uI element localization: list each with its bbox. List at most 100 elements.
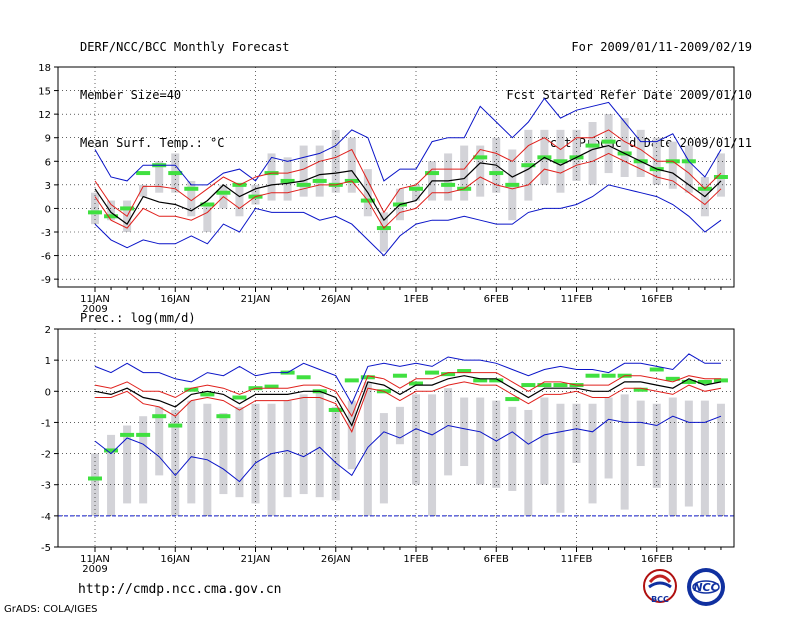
temperature-xtick-label: 11JAN (80, 294, 110, 305)
temperature-xtick-label: 6FEB (484, 294, 509, 305)
precip-max-member-line (94, 353, 721, 405)
precip-member-range-bar (235, 406, 244, 498)
precip-member-range-bar (347, 400, 356, 470)
ncc-logo: NCC (687, 568, 725, 606)
bcc-logo: BCC (643, 569, 677, 604)
precip-member-range-bar (428, 394, 437, 516)
precip-ytick-label: -5 (41, 543, 51, 554)
precip-member-range-bar (299, 394, 308, 495)
variable-label: Mean Surf. Temp.: °C (80, 136, 225, 150)
precip-xtick-label: 1FEB (403, 554, 428, 565)
temperature-member-range-bar (331, 129, 340, 193)
precip-member-range-bar (636, 400, 645, 467)
temperature-year-label: 2009 (82, 304, 107, 315)
precip-member-range-bar (604, 397, 613, 479)
precip-ytick-label: -1 (41, 418, 51, 429)
precip-ytick-label: 2 (45, 325, 51, 336)
precip-ensemble-mean-line (94, 375, 722, 427)
precip-frame (57, 328, 735, 548)
precip-ytick-label: 1 (45, 356, 51, 367)
temperature-member-range-bar (684, 145, 693, 193)
precip-member-range-bar (171, 409, 180, 516)
precip-xtick-label: 16JAN (160, 554, 190, 565)
precip-member-range-bar (588, 403, 597, 504)
precip-member-range-bar (620, 394, 629, 510)
precip-member-range-bar (187, 400, 196, 504)
precip-member-range-bar (524, 409, 533, 516)
temperature-ytick-label: 6 (45, 157, 51, 168)
temperature-ytick-label: -6 (41, 252, 51, 263)
precip-ytick-label: -4 (41, 512, 51, 523)
temperature-ytick-label: -9 (41, 275, 51, 286)
temperature-member-range-bar (476, 145, 485, 197)
footer-url[interactable]: http://cmdp.ncc.cma.gov.cn (78, 582, 282, 597)
precip-member-range-bar (139, 416, 148, 504)
precip-member-range-bar (107, 434, 116, 516)
temperature-ytick-label: 15 (38, 87, 51, 98)
temperature-ytick-label: -3 (41, 228, 51, 239)
temperature-member-range-bar (588, 122, 597, 185)
precip-member-range-bar (540, 397, 549, 485)
temperature-ytick-label: 12 (38, 110, 51, 121)
temperature-member-range-bar (379, 212, 388, 252)
temperature-ytick-label: 3 (45, 181, 51, 192)
precip-member-range-bar (668, 397, 677, 516)
member-size: Member Size=40 (80, 88, 182, 102)
temperature-member-range-bar (139, 184, 148, 197)
temperature-member-range-bar (315, 145, 324, 197)
temperature-min-member-line (94, 184, 722, 257)
chart-title: DERF/NCC/BCC Monthly Forecast (80, 40, 290, 54)
precip-member-range-bar (700, 400, 709, 516)
precip-lower-spread-line (95, 381, 722, 433)
temperature-xtick-label: 16JAN (160, 294, 190, 305)
temperature-member-range-bar (444, 153, 453, 201)
precip-panel-title: Prec.: log(mm/d) (80, 311, 196, 325)
precip-member-range-bar (267, 403, 276, 516)
temperature-xtick-label: 1FEB (403, 294, 428, 305)
precip-member-range-bar (492, 400, 501, 488)
precip-member-range-bar (155, 406, 164, 476)
precip-member-range-bar (379, 413, 388, 504)
precip-member-range-bar (363, 381, 372, 516)
ncc-logo-text: NCC (693, 581, 718, 594)
temperature-ensemble-mean-line (94, 144, 722, 225)
precip-member-range-bar (476, 397, 485, 485)
temperature-member-range-bar (412, 184, 420, 201)
precip-member-range-bar (556, 403, 565, 513)
temperature-xtick-label: 26JAN (321, 294, 351, 305)
temperature-member-range-bar (267, 153, 276, 201)
precip-min-member-line (94, 415, 722, 483)
temperature-lower-spread-line (94, 152, 722, 229)
precip-upper-spread-line (94, 372, 721, 418)
bcc-logo-text: BCC (651, 595, 669, 604)
precip-xtick-label: 11JAN (80, 554, 110, 565)
precip-member-range-bar (716, 403, 725, 516)
temperature-member-range-bar (203, 204, 212, 232)
precip-member-range-bar (412, 394, 420, 485)
precip-ytick-label: -2 (41, 450, 51, 461)
temperature-member-range-bar (460, 145, 469, 201)
precip-ytick-label: 0 (45, 387, 51, 398)
temperature-max-member-line (94, 97, 722, 186)
temperature-xtick-label: 16FEB (641, 294, 673, 305)
precip-member-range-bar (460, 397, 469, 467)
temperature-member-range-bar (620, 118, 629, 177)
precip-xtick-label: 21JAN (241, 554, 271, 565)
precip-year-label: 2009 (82, 564, 107, 575)
precip-xtick-label: 6FEB (484, 554, 509, 565)
precip-panel: -5 -4 -3 -2 -1 0 1 2 11JAN 16JAN 21JAN 26JAN 1FEB 6FE… (41, 311, 735, 575)
temperature-member-range-bar (235, 184, 244, 217)
temperature-frame (57, 66, 735, 288)
precip-member-range-bar (508, 406, 517, 491)
precip-member-range-bar (444, 388, 453, 476)
precip-ytick-label: -3 (41, 481, 51, 492)
precip-member-range-bar (684, 400, 693, 507)
grads-credit: GrADS: COLA/IGES (4, 604, 98, 615)
precip-xtick-label: 11FEB (561, 554, 593, 565)
temperature-ytick-label: 9 (45, 134, 51, 145)
temperature-xtick-label: 11FEB (561, 294, 593, 305)
precip-member-range-bar (219, 413, 228, 495)
precip-xtick-label: 26JAN (321, 554, 351, 565)
temperature-ytick-label: 18 (38, 63, 51, 74)
